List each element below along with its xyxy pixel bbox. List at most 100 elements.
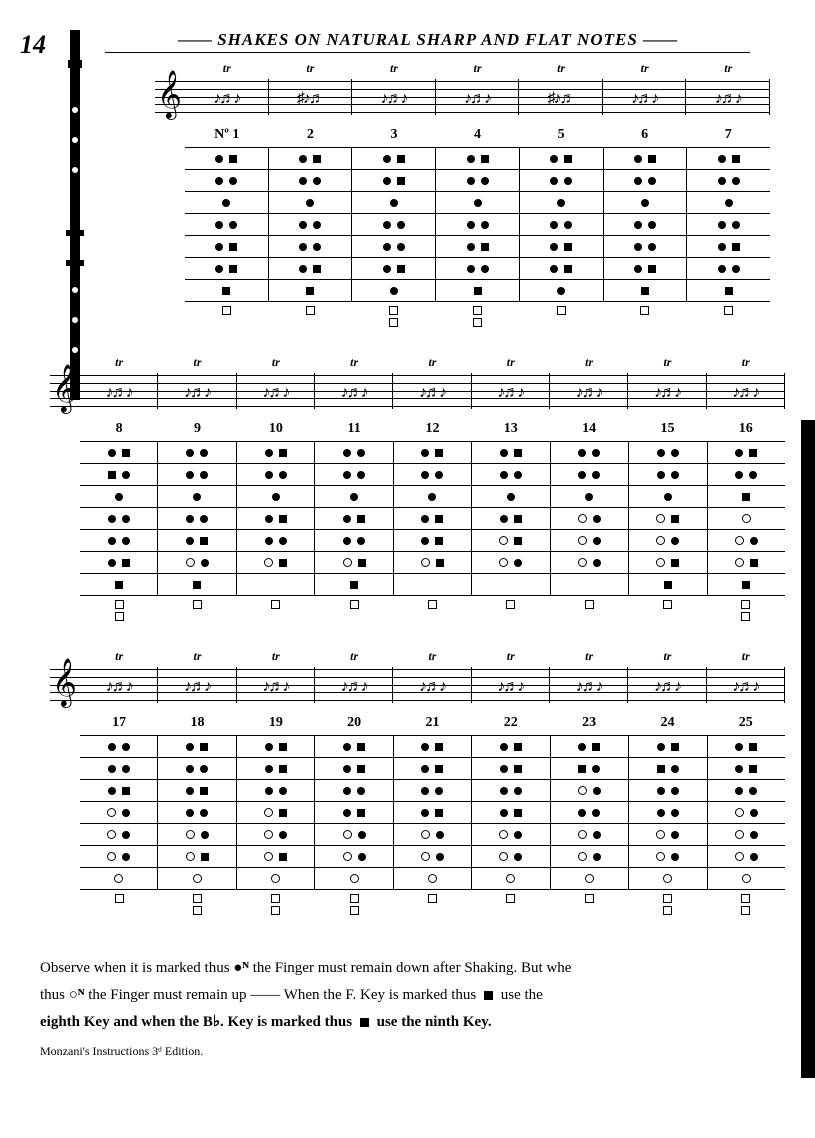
fingering-cell — [551, 780, 629, 801]
fingering-cell — [315, 442, 393, 463]
hole-closed — [343, 765, 351, 773]
fingering-cell — [629, 736, 707, 757]
hole-closed — [550, 221, 558, 229]
fingering-cell — [551, 486, 629, 507]
hole-sq-closed — [229, 243, 237, 251]
fingering-cell — [629, 464, 707, 485]
fingering-cell — [472, 846, 550, 867]
hole-closed — [428, 493, 436, 501]
hole-sq-closed — [200, 787, 208, 795]
hole-open — [499, 558, 508, 567]
hole-closed — [514, 471, 522, 479]
fingering-cell — [158, 530, 236, 551]
hole-closed — [279, 787, 287, 795]
fingering-line — [80, 801, 785, 823]
fingering-line — [80, 463, 785, 485]
key-cell — [158, 890, 236, 915]
hole-closed — [122, 515, 130, 523]
fingering-cell — [394, 736, 472, 757]
hole-closed — [108, 537, 116, 545]
fingering-line — [185, 147, 770, 169]
treble-clef: 𝄞 — [52, 365, 77, 413]
hole-closed — [265, 471, 273, 479]
key-cell — [550, 596, 628, 621]
fingering-cell — [687, 258, 770, 279]
hole-closed — [299, 265, 307, 273]
hole-closed — [593, 515, 601, 523]
hole-sq-closed — [435, 537, 443, 545]
hole-open — [107, 830, 116, 839]
hole-closed — [421, 515, 429, 523]
fingering-cell — [472, 824, 550, 845]
fingering-cell — [472, 552, 550, 573]
fingering-cell — [315, 758, 393, 779]
hole-closed — [357, 787, 365, 795]
hole-closed — [313, 221, 321, 229]
key-row — [80, 890, 785, 915]
key-cell — [707, 596, 785, 621]
trill-mark: tr — [519, 61, 603, 76]
hole-sq-closed — [725, 287, 733, 295]
hole-open — [578, 558, 587, 567]
hole-closed — [634, 243, 642, 251]
fingering-cell — [80, 824, 158, 845]
fingering-cell — [237, 780, 315, 801]
fingering-cell — [708, 736, 785, 757]
hole-closed — [500, 515, 508, 523]
note-cell: ♯♪♬ — [519, 79, 603, 115]
trill-mark: tr — [158, 355, 236, 370]
fingering-line — [80, 845, 785, 867]
column-number: 23 — [550, 713, 628, 735]
hole-closed — [585, 493, 593, 501]
hole-open — [506, 874, 515, 883]
hole-sq-closed — [279, 559, 287, 567]
key-cell — [628, 596, 706, 621]
key-cell — [315, 890, 393, 915]
column-number: 16 — [707, 419, 785, 441]
hole-closed — [122, 743, 130, 751]
fingering-cell — [708, 530, 785, 551]
fingering-cell — [472, 868, 550, 889]
key-sq-open — [428, 894, 437, 903]
fingering-cell — [269, 148, 353, 169]
column-numbers: 8910111213141516 — [80, 419, 785, 441]
key-cell — [80, 596, 158, 621]
hole-sq-closed — [279, 765, 287, 773]
fingering-cell — [237, 574, 315, 595]
fingering-cell — [158, 824, 236, 845]
fingering-cell — [352, 258, 436, 279]
fingering-line — [185, 191, 770, 213]
hole-open — [578, 852, 587, 861]
hole-open — [735, 536, 744, 545]
fingering-cell — [629, 868, 707, 889]
fingering-line — [185, 279, 770, 302]
hole-closed — [481, 221, 489, 229]
hole-sq-closed — [514, 743, 522, 751]
hole-open — [343, 558, 352, 567]
fingering-cell — [551, 758, 629, 779]
hole-closed — [193, 493, 201, 501]
fingering-cell — [394, 508, 472, 529]
hole-open — [578, 536, 587, 545]
hole-sq-closed — [664, 581, 672, 589]
hole-sq-closed — [578, 765, 586, 773]
hole-closed — [421, 743, 429, 751]
column-number: 11 — [315, 419, 393, 441]
key-sq-open — [350, 600, 359, 609]
fingering-cell — [394, 846, 472, 867]
hole-open — [735, 808, 744, 817]
fingering-cell — [352, 192, 436, 213]
hole-sq-closed — [279, 743, 287, 751]
fingering-cell — [394, 552, 472, 573]
fingering-cell — [352, 170, 436, 191]
hole-closed — [313, 177, 321, 185]
fingering-cell — [551, 508, 629, 529]
hole-closed — [186, 787, 194, 795]
hole-closed — [343, 787, 351, 795]
fingering-cell — [80, 846, 158, 867]
hole-closed — [657, 471, 665, 479]
fingering-cell — [604, 258, 688, 279]
hole-closed — [648, 243, 656, 251]
hole-closed — [732, 177, 740, 185]
fingering-cell — [551, 736, 629, 757]
